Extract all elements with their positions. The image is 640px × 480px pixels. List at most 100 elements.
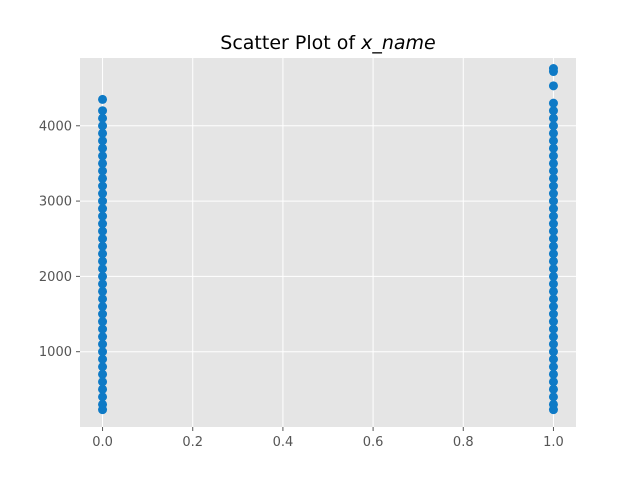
chart-title-variable: x_name: [360, 32, 436, 54]
scatter-point: [98, 181, 108, 191]
scatter-point: [98, 234, 108, 244]
scatter-point: [98, 354, 108, 364]
scatter-point: [548, 392, 558, 402]
scatter-point: [548, 219, 558, 229]
scatter-point: [548, 249, 558, 259]
scatter-point: [548, 226, 558, 236]
scatter-point: [98, 128, 108, 138]
y-tick-label: 4000: [39, 119, 72, 134]
scatter-point: [548, 113, 558, 123]
scatter-point: [548, 158, 558, 168]
x-tick-label: 1.0: [543, 435, 564, 450]
scatter-point: [548, 173, 558, 183]
scatter-point: [98, 226, 108, 236]
scatter-point: [98, 158, 108, 168]
scatter-point: [548, 309, 558, 319]
scatter-point: [98, 94, 108, 104]
scatter-point: [548, 136, 558, 146]
scatter-point: [98, 309, 108, 319]
scatter-point: [548, 196, 558, 206]
scatter-point: [98, 256, 108, 266]
scatter-point: [548, 264, 558, 274]
scatter-point: [98, 136, 108, 146]
scatter-point: [548, 211, 558, 221]
scatter-point: [548, 181, 558, 191]
chart-title-prefix: Scatter Plot of: [220, 32, 361, 54]
scatter-point: [548, 98, 558, 108]
chart-title: Scatter Plot of x_name: [220, 32, 435, 54]
scatter-point: [548, 121, 558, 131]
scatter-point: [98, 173, 108, 183]
scatter-point: [98, 377, 108, 387]
scatter-point: [548, 294, 558, 304]
x-tick-label: 0.6: [363, 435, 384, 450]
scatter-point: [98, 362, 108, 372]
scatter-point: [548, 286, 558, 296]
scatter-point: [98, 332, 108, 342]
y-axis: 1000 2000 3000 4000: [39, 119, 80, 360]
x-axis: 0.0 0.2 0.4 0.6 0.8 1.0: [92, 427, 564, 450]
scatter-point: [98, 286, 108, 296]
scatter-point: [98, 211, 108, 221]
scatter-point: [98, 324, 108, 334]
scatter-point: [548, 189, 558, 199]
y-tick-label: 3000: [39, 195, 72, 210]
scatter-point: [98, 279, 108, 289]
scatter-point: [98, 106, 108, 116]
scatter-point: [98, 166, 108, 176]
scatter-point: [548, 347, 558, 357]
scatter-point: [98, 302, 108, 312]
scatter-point: [98, 392, 108, 402]
scatter-point: [98, 369, 108, 379]
scatter-point: [548, 151, 558, 161]
scatter-point: [548, 166, 558, 176]
scatter-point: [98, 399, 108, 409]
data-points: [98, 64, 558, 415]
scatter-point: [548, 241, 558, 251]
scatter-point: [98, 143, 108, 153]
scatter-point: [548, 204, 558, 214]
scatter-point: [548, 317, 558, 327]
plot-area: [80, 58, 576, 427]
scatter-point: [548, 377, 558, 387]
scatter-point: [548, 332, 558, 342]
x-tick-label: 0.4: [273, 435, 294, 450]
scatter-point: [548, 302, 558, 312]
scatter-point: [98, 113, 108, 123]
scatter-point: [548, 362, 558, 372]
scatter-point: [98, 317, 108, 327]
x-tick-label: 0.2: [182, 435, 203, 450]
scatter-point: [98, 189, 108, 199]
scatter-point: [548, 339, 558, 349]
scatter-point: [548, 399, 558, 409]
scatter-point: [98, 219, 108, 229]
scatter-point: [548, 324, 558, 334]
scatter-point: [98, 151, 108, 161]
scatter-point: [98, 121, 108, 131]
scatter-point: [548, 279, 558, 289]
scatter-point: [548, 256, 558, 266]
scatter-point: [548, 64, 558, 74]
y-tick-label: 2000: [39, 270, 72, 285]
scatter-point: [548, 106, 558, 116]
scatter-point: [98, 241, 108, 251]
scatter-point: [548, 143, 558, 153]
x-tick-label: 0.0: [92, 435, 113, 450]
scatter-point: [548, 369, 558, 379]
scatter-point: [98, 347, 108, 357]
scatter-point: [548, 384, 558, 394]
scatter-point: [548, 354, 558, 364]
scatter-point: [98, 384, 108, 394]
scatter-point: [98, 196, 108, 206]
y-tick-label: 1000: [39, 345, 72, 360]
x-tick-label: 0.8: [453, 435, 474, 450]
scatter-point: [98, 294, 108, 304]
scatter-point: [98, 271, 108, 281]
scatter-point: [98, 204, 108, 214]
scatter-point: [548, 128, 558, 138]
scatter-point: [98, 264, 108, 274]
scatter-point: [548, 234, 558, 244]
scatter-point: [98, 249, 108, 259]
